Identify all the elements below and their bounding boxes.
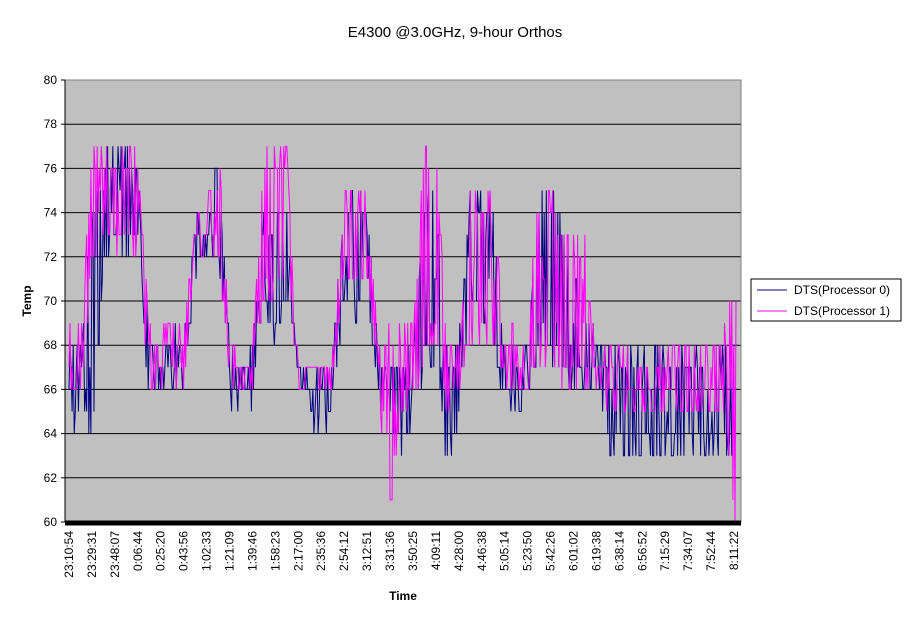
x-tick-label: 0:06:44 [131,531,145,571]
x-tick-label: 6:19:38 [589,531,603,571]
x-tick-label: 5:42:26 [544,531,558,571]
x-tick-label: 8:11:22 [727,531,741,570]
x-tick-label: 1:58:23 [268,531,282,571]
y-tick-label: 60 [44,515,58,529]
series-line-processor-1 [68,145,737,523]
y-tick-label: 62 [44,471,58,485]
legend-label-processor-0: DTS(Processor 0) [794,283,890,297]
x-tick-label: 5:05:14 [498,531,512,571]
y-tick-label: 64 [44,427,58,441]
legend: DTS(Processor 0) DTS(Processor 1) [750,278,902,322]
y-tick-label: 68 [44,338,58,352]
x-tick-label: 7:34:07 [681,531,695,571]
x-tick-label: 1:21:09 [223,531,237,571]
y-tick-label: 66 [44,382,58,396]
y-tick-label: 72 [44,250,58,264]
x-tick-label: 23:48:07 [108,531,122,578]
x-tick-label: 0:25:20 [154,531,168,571]
series-layer [68,145,737,523]
x-tick-label: 7:52:44 [704,531,718,571]
legend-label-processor-1: DTS(Processor 1) [794,304,890,318]
x-tick-label: 1:39:46 [245,531,259,571]
x-tick-label: 23:29:31 [85,531,99,578]
y-tick-label: 78 [44,117,58,131]
x-tick-label: 3:31:36 [383,531,397,571]
x-axis-ticks: 23:10:54 23:29:31 23:48:07 0:06:44 0:25:20 0:… [62,531,741,578]
x-axis-title: Time [389,589,417,603]
x-tick-label: 6:01:02 [566,531,580,571]
x-tick-label: 1:02:33 [200,531,214,571]
y-tick-label: 74 [44,206,58,220]
x-tick-label: 3:50:25 [406,531,420,571]
y-axis-title: Temp [20,285,34,316]
x-tick-label: 23:10:54 [62,531,76,578]
chart-title: E4300 @3.0GHz, 9-hour Orthos [348,24,563,41]
x-tick-label: 6:38:14 [612,531,626,571]
x-tick-label: 2:54:12 [337,531,351,571]
x-tick-label: 4:09:11 [429,531,443,570]
x-tick-label: 7:15:29 [658,531,672,571]
x-tick-label: 2:35:36 [314,531,328,571]
x-tick-label: 5:23:50 [521,531,535,571]
legend-box [750,278,902,322]
x-tick-label: 0:43:56 [177,531,191,571]
x-tick-label: 4:28:00 [452,531,466,571]
x-tick-label: 6:56:52 [635,531,649,571]
y-tick-label: 70 [44,294,58,308]
y-tick-label: 80 [44,73,58,87]
y-axis-ticks: 60 62 64 66 68 70 72 74 76 78 80 [44,73,65,529]
x-tick-label: 2:17:00 [291,531,305,571]
x-tick-label: 4:46:38 [475,531,489,571]
x-tick-label: 3:12:51 [360,531,374,571]
y-tick-label: 76 [44,161,58,175]
